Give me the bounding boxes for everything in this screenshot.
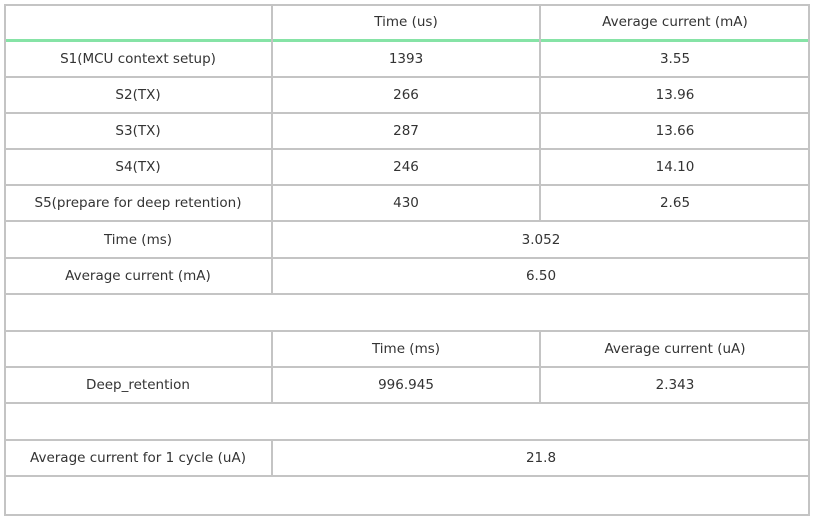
header-cell-time: Time (us) [374,14,438,30]
border [4,4,6,516]
border [4,4,810,6]
border [4,402,810,404]
total-time-value: 3.052 [521,231,561,248]
retention-header-current: Average current (uA) [604,341,746,357]
border [4,439,810,441]
row-label: S4(TX) [115,159,161,175]
total-time-label: Time (ms) [103,231,173,248]
border [271,330,273,404]
row-label: S1(MCU context setup) [60,51,216,67]
retention-current: 2.343 [655,377,695,393]
retention-header-time: Time (ms) [371,341,441,357]
border [4,475,810,477]
border [4,366,810,368]
row-current: 13.66 [655,123,695,139]
border [4,220,810,222]
border [4,148,810,150]
data-table: Time (us) Average current (mA) S1(MCU co… [4,4,810,516]
row-time: 266 [393,87,419,103]
total-current-value: 6.50 [525,268,557,284]
row-time: 1393 [388,51,424,67]
retention-time: 996.945 [378,377,434,393]
retention-label: Deep_retention [86,377,190,393]
border [539,4,541,222]
cycle-label: Average current for 1 cycle (uA) [30,450,246,466]
row-current: 13.96 [655,87,695,103]
row-current: 3.55 [659,51,691,67]
row-label: S5(prepare for deep retention) [34,195,242,211]
row-label: S3(TX) [115,123,161,139]
border [4,112,810,114]
header-cell-current: Average current (mA) [602,14,748,30]
row-current: 2.65 [659,195,691,211]
total-current-label: Average current (mA) [65,268,211,284]
border [4,330,810,332]
border [271,439,273,477]
border [539,330,541,404]
header-accent-line [4,39,810,42]
row-current: 14.10 [655,159,695,175]
border [4,76,810,78]
border [271,4,273,295]
border [4,514,810,516]
border [4,184,810,186]
row-time: 246 [393,159,419,175]
row-time: 287 [393,123,419,139]
border [808,4,810,516]
header-cell-label [4,4,272,40]
row-time: 430 [393,195,419,211]
row-label: S2(TX) [115,87,161,103]
border [4,257,810,259]
border [4,293,810,295]
retention-header-label [4,331,272,367]
cycle-value: 21.8 [525,450,557,466]
